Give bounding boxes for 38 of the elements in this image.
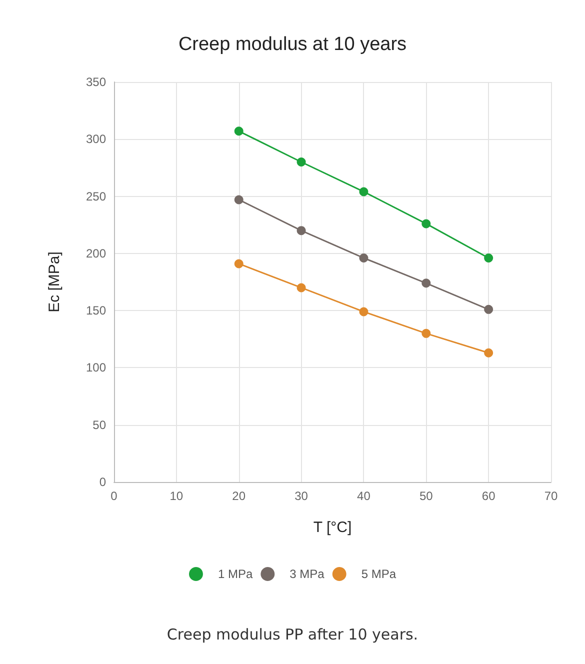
point [234, 259, 244, 268]
point [296, 158, 306, 166]
y-tick-label: 100 [86, 360, 106, 375]
y-tick-label: 350 [86, 75, 106, 89]
point [484, 348, 494, 358]
point [296, 283, 306, 292]
x-tick-label: 70 [544, 489, 558, 503]
point [422, 328, 431, 338]
x-axis-title: T [°C] [313, 519, 352, 536]
y-tick-label: 250 [86, 189, 106, 204]
x-tick-label: 0 [110, 489, 118, 503]
y-tick-label: 150 [86, 304, 106, 318]
point [234, 195, 244, 204]
point [422, 219, 431, 228]
point [359, 254, 368, 262]
y-tick-label: 300 [86, 132, 106, 146]
y-tick-label: 50 [92, 418, 106, 432]
x-tick-label: 40 [357, 489, 371, 503]
point [296, 226, 306, 236]
x-tick-label: 30 [294, 489, 308, 503]
x-tick-label: 20 [232, 489, 246, 503]
legend-label: 3 MPa [290, 567, 325, 581]
text: Creep modulus PP after 10 years. [166, 626, 418, 644]
x-tick-label: 50 [419, 489, 434, 503]
point [484, 254, 494, 262]
y-tick-label: 200 [86, 246, 106, 260]
chart-title: Creep modulus at 10 years [178, 34, 407, 55]
point [484, 304, 494, 314]
point [359, 307, 368, 316]
x-tick-label: 60 [482, 489, 496, 503]
y-axis-title: Ec [MPa] [46, 252, 63, 312]
y-tick-label: 0 [99, 475, 106, 489]
point [422, 278, 431, 288]
point [359, 187, 368, 196]
legend-label: 1 MPa [218, 567, 253, 581]
point [234, 126, 244, 136]
legend-label: 5 MPa [361, 567, 396, 581]
x-tick-label: 10 [170, 489, 184, 503]
